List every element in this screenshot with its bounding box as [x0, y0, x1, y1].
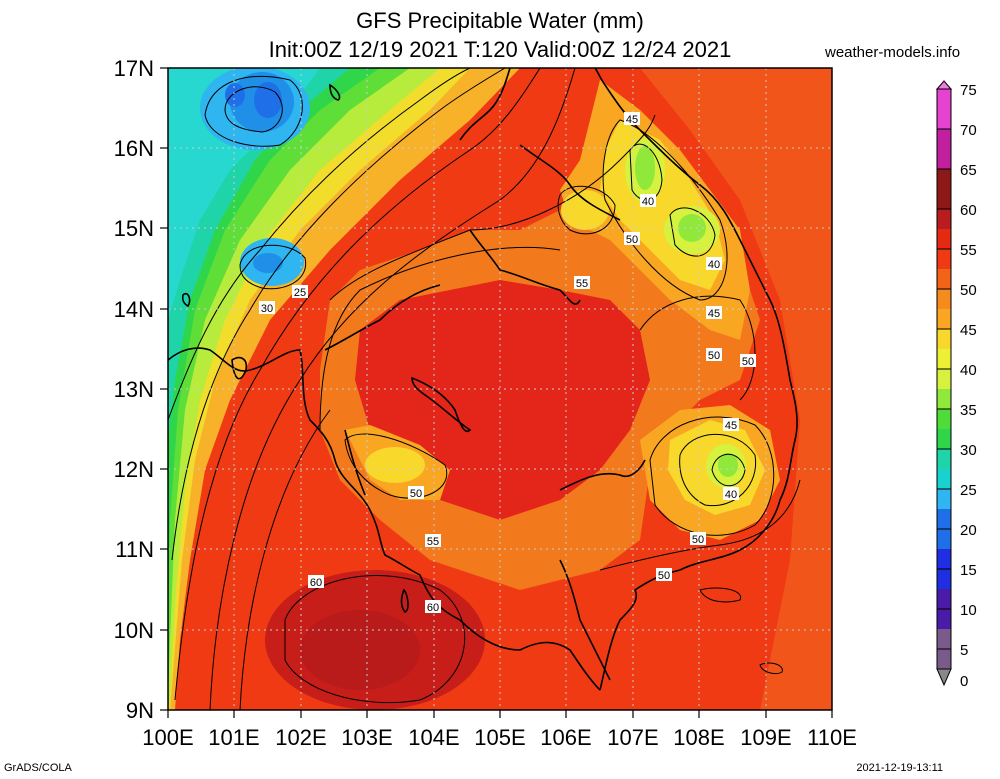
lat-tick-label: 14N — [114, 297, 154, 322]
lon-tick-label: 103E — [341, 725, 392, 750]
colorbar-swatch — [937, 289, 951, 309]
colorbar-swatch — [937, 409, 951, 429]
lon-tick-label: 110E — [807, 725, 857, 750]
colorbar-swatch — [937, 329, 951, 349]
contour-label: 55 — [427, 536, 439, 548]
contour-label: 40 — [725, 489, 737, 501]
lat-tick-label: 15N — [114, 216, 154, 241]
contour-label: 45 — [708, 308, 720, 320]
colorbar-label: 25 — [960, 482, 977, 499]
lon-tick-label: 108E — [673, 725, 724, 750]
map-title: GFS Precipitable Water (mm) — [356, 8, 644, 33]
footer-timestamp: 2021-12-19-13:11 — [856, 762, 943, 774]
colorbar-swatch — [937, 429, 951, 449]
lat-tick-label: 11N — [115, 537, 154, 562]
contour-label: 60 — [310, 577, 322, 589]
colorbar-top-arrow — [935, 80, 953, 90]
colorbar-label: 65 — [960, 162, 977, 179]
contour-label: 50 — [692, 534, 704, 546]
map-subtitle: Init:00Z 12/19 2021 T:120 Valid:00Z 12/2… — [268, 37, 732, 62]
lat-tick-label: 9N — [126, 698, 154, 723]
lat-tick-label: 16N — [114, 136, 154, 161]
colorbar-swatch — [937, 469, 951, 489]
coastlines — [168, 68, 798, 691]
lon-tick-label: 101E — [208, 725, 259, 750]
colorbar-label: 15 — [960, 562, 977, 579]
colorbar-label: 20 — [960, 522, 977, 539]
colorbar-swatch — [937, 169, 951, 209]
colorbar-label: 60 — [960, 202, 977, 219]
lon-tick-label: 104E — [408, 725, 459, 750]
colorbar-label: 10 — [960, 602, 977, 619]
lon-tick-label: 100E — [142, 725, 193, 750]
site-label: weather-models.info — [825, 44, 961, 61]
colorbar-swatch — [937, 269, 951, 289]
contour-label: 55 — [576, 278, 588, 290]
lat-tick-label: 17N — [114, 56, 154, 81]
contour-label: 50 — [626, 234, 638, 246]
contour-label: 45 — [725, 420, 737, 432]
contour-label: 45 — [626, 114, 638, 126]
colorbar-swatch — [937, 229, 951, 249]
contour-label: 30 — [261, 303, 273, 315]
colorbar-swatch — [937, 129, 951, 169]
contour-label: 50 — [658, 570, 670, 582]
contour-labels: 45 40 50 40 55 45 30 25 50 50 45 50 40 5… — [259, 112, 756, 614]
lon-tick-label: 106E — [540, 725, 591, 750]
colorbar-swatch — [937, 389, 951, 409]
colorbar-label: 75 — [960, 82, 977, 99]
colorbar-swatch — [937, 249, 951, 269]
colorbar-label: 0 — [960, 673, 968, 690]
colorbar-bottom-arrow — [936, 668, 952, 687]
lon-tick-label: 109E — [740, 725, 791, 750]
colorbar-label: 55 — [960, 242, 977, 259]
colorbar-swatch — [937, 349, 951, 369]
colorbar-label: 40 — [960, 362, 977, 379]
lat-tick-label: 13N — [114, 377, 154, 402]
colorbar-swatch — [937, 489, 951, 509]
contour-lines — [168, 68, 801, 710]
ticks — [160, 67, 833, 718]
colorbar-label: 45 — [960, 322, 977, 339]
lon-tick-label: 102E — [275, 725, 326, 750]
contour-label: 50 — [410, 488, 422, 500]
colorbar: 75 70 65 60 55 50 45 40 35 30 25 20 15 1… — [935, 80, 977, 690]
colorbar-label: 35 — [960, 402, 977, 419]
contour-label: 40 — [708, 259, 720, 271]
lon-axis: 100E 101E 102E 103E 104E 105E 106E 107E … — [142, 725, 857, 750]
contour-label: 25 — [294, 287, 306, 299]
colorbar-label: 70 — [960, 122, 977, 139]
colorbar-label: 30 — [960, 442, 977, 459]
colorbar-swatch — [937, 449, 951, 469]
lat-tick-label: 10N — [114, 618, 154, 643]
contour-label: 50 — [708, 350, 720, 362]
contour-label: 60 — [427, 602, 439, 614]
lon-tick-label: 107E — [607, 725, 658, 750]
colorbar-swatch — [937, 209, 951, 229]
colorbar-swatch — [937, 369, 951, 389]
colorbar-swatch — [937, 309, 951, 329]
field-layer — [168, 68, 832, 710]
lon-tick-label: 105E — [474, 725, 525, 750]
footer-credit: GrADS/COLA — [4, 762, 72, 774]
colorbar-label: 50 — [960, 282, 977, 299]
contour-label: 50 — [742, 356, 754, 368]
lat-tick-label: 12N — [114, 457, 154, 482]
lat-axis: 17N 16N 15N 14N 13N 12N 11N 10N 9N — [114, 56, 154, 723]
colorbar-label: 5 — [960, 642, 968, 659]
colorbar-swatch — [937, 89, 951, 129]
contour-label: 40 — [642, 196, 654, 208]
